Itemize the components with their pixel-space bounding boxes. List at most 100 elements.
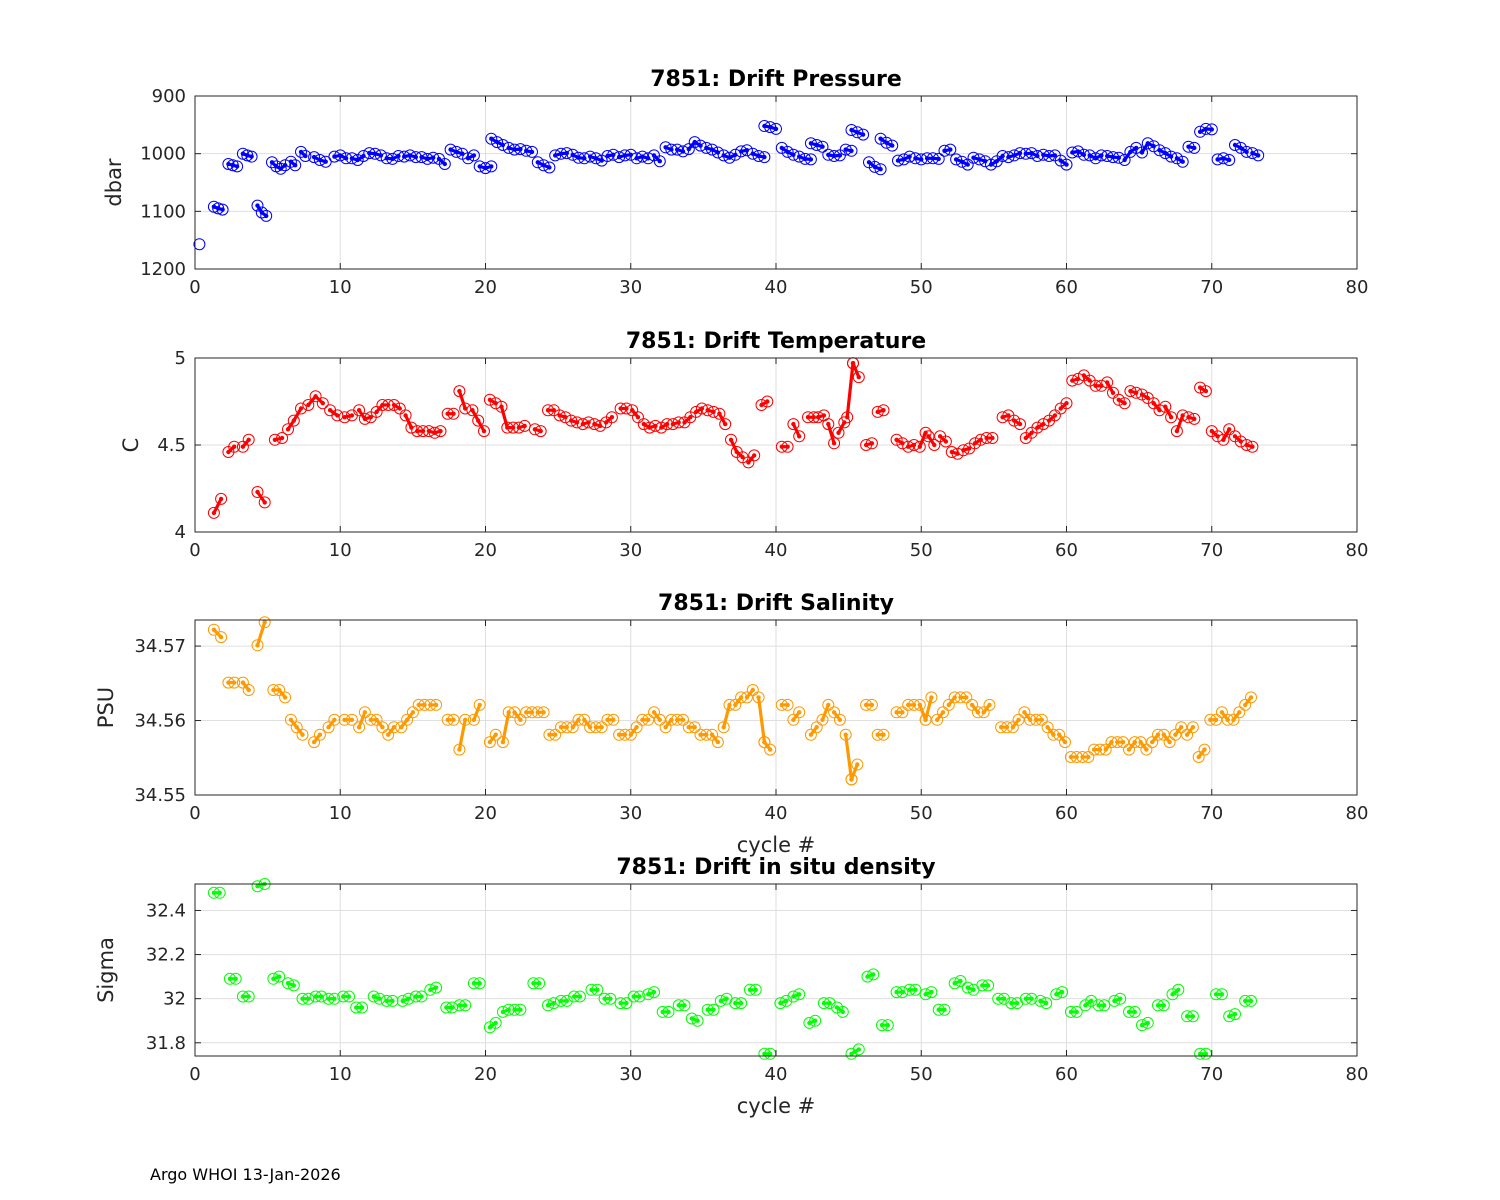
data-point <box>282 423 294 436</box>
data-point <box>467 149 480 162</box>
data-point <box>983 698 996 711</box>
data-point <box>735 997 748 1010</box>
data-point <box>279 159 292 172</box>
data-point-dot <box>451 717 456 722</box>
data-point <box>215 492 228 505</box>
data-point-dot <box>849 1051 854 1057</box>
data-point <box>242 684 255 696</box>
data-point <box>1008 414 1021 427</box>
data-point-dot <box>327 408 333 413</box>
data-point-dot <box>374 717 379 722</box>
data-point-dot <box>1052 153 1058 158</box>
data-point-dot <box>1103 747 1108 752</box>
data-point <box>861 970 874 983</box>
data-point <box>845 144 858 157</box>
data-point <box>473 698 486 711</box>
data-point-dot <box>518 717 523 722</box>
data-point <box>284 155 297 168</box>
data-point <box>1040 997 1053 1010</box>
data-point <box>251 639 264 652</box>
data-point-dot <box>1192 145 1197 151</box>
data-point-dot <box>1122 401 1127 406</box>
data-point-dot <box>317 732 323 737</box>
data-point <box>659 141 672 154</box>
x-tick-label: 30 <box>619 277 642 298</box>
data-point-dot <box>335 413 340 418</box>
data-point-dot <box>940 710 946 715</box>
data-point <box>886 139 899 152</box>
data-point-dot <box>721 725 726 730</box>
data-point-dot <box>608 996 613 1001</box>
data-point-dot <box>332 717 337 722</box>
data-point <box>236 676 249 689</box>
data-point-dot <box>282 695 288 700</box>
data-point <box>809 1014 822 1027</box>
data-point-dot <box>319 994 324 999</box>
data-point <box>213 886 226 899</box>
data-point <box>274 162 287 175</box>
data-point-dot <box>1209 428 1215 434</box>
x-tick-label: 50 <box>910 803 933 824</box>
data-point <box>1188 141 1201 154</box>
data-point <box>1157 728 1170 741</box>
data-point <box>328 992 341 1005</box>
data-point <box>508 706 521 719</box>
data-point <box>1008 149 1021 162</box>
data-point <box>402 992 415 1005</box>
data-point <box>880 136 893 149</box>
data-point <box>919 988 932 1001</box>
data-point-dot <box>791 421 796 427</box>
data-point <box>937 706 949 719</box>
data-point <box>793 150 806 163</box>
data-point <box>1239 698 1252 711</box>
data-point-dot <box>634 725 639 730</box>
data-point <box>467 713 480 726</box>
data-point <box>942 698 955 711</box>
data-point-dot <box>752 453 757 458</box>
data-point-dot <box>682 1003 687 1008</box>
data-point-dot <box>457 388 462 394</box>
data-point <box>1210 713 1223 726</box>
y-axis-label: dbar <box>102 158 126 207</box>
data-point-dot <box>738 1000 744 1006</box>
y-tick-label: 5 <box>175 348 186 369</box>
data-point <box>1114 992 1127 1005</box>
y-tick-label: 34.55 <box>134 785 186 806</box>
data-point-dot <box>808 157 814 162</box>
data-point <box>979 155 992 168</box>
data-point-dot <box>362 710 368 715</box>
data-point <box>913 440 926 453</box>
data-point-dot <box>1001 996 1007 1001</box>
data-point <box>1181 728 1194 741</box>
data-point <box>655 421 668 434</box>
data-point-dot <box>374 409 379 415</box>
data-point <box>514 713 527 726</box>
data-point-dot <box>232 680 237 685</box>
data-point-dot <box>481 428 487 434</box>
data-point-dot <box>831 441 837 446</box>
data-point-dot <box>436 156 442 162</box>
data-point-dot <box>936 156 941 162</box>
data-point-dot <box>1045 725 1050 730</box>
data-point <box>415 990 428 1003</box>
data-point-dot <box>692 725 697 730</box>
data-point <box>453 385 466 398</box>
data-point <box>1246 440 1259 453</box>
data-point-dot <box>666 1009 671 1015</box>
y-tick-label: 4 <box>175 522 186 543</box>
data-point-dot <box>1203 1051 1209 1057</box>
data-point-dot <box>577 994 583 999</box>
x-tick-label: 70 <box>1200 277 1223 298</box>
data-point-dot <box>1081 373 1087 378</box>
data-point <box>406 706 419 719</box>
data-point <box>1134 736 1147 749</box>
data-point <box>496 139 509 151</box>
data-point <box>1072 145 1085 158</box>
data-point-dot <box>1248 695 1254 700</box>
data-point <box>462 152 475 165</box>
data-point <box>804 728 817 741</box>
data-point <box>559 411 572 424</box>
data-point <box>1006 721 1019 734</box>
data-point <box>648 986 660 999</box>
data-point-dot <box>937 434 943 439</box>
